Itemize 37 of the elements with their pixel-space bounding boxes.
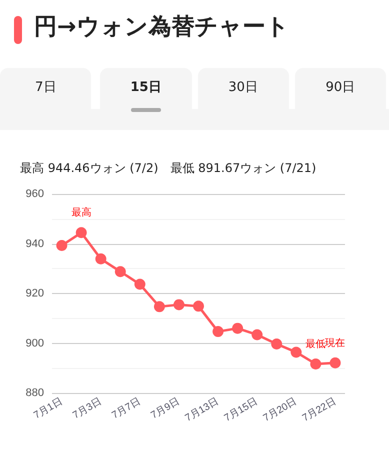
point bbox=[173, 299, 184, 310]
point bbox=[134, 278, 146, 290]
x-tick-label: 7月13日 bbox=[184, 396, 221, 424]
point bbox=[56, 240, 68, 251]
point bbox=[95, 253, 106, 264]
point bbox=[193, 300, 204, 312]
y-tick-label: 920 bbox=[26, 288, 44, 300]
x-tick-label: 7月7日 bbox=[110, 396, 143, 422]
chart-subtitle: 最高 944.46ウォン (7/2) 最低 891.67ウォン (7/21) bbox=[20, 160, 316, 177]
point bbox=[330, 357, 341, 368]
chart-title: 円→ウォン為替チャート bbox=[33, 13, 290, 42]
x-tick-label: 7月9日 bbox=[149, 396, 182, 422]
point bbox=[76, 227, 87, 238]
point bbox=[232, 322, 244, 334]
x-tick-label: 7月22日 bbox=[300, 396, 338, 424]
point bbox=[310, 358, 322, 370]
point bbox=[212, 326, 224, 338]
y-tick-label: 960 bbox=[26, 188, 44, 200]
y-tick-label: 940 bbox=[26, 238, 44, 250]
point bbox=[114, 266, 126, 278]
point bbox=[252, 329, 263, 340]
annotation: 最低 bbox=[306, 338, 326, 350]
text: 30日 bbox=[228, 80, 258, 95]
point bbox=[271, 338, 282, 350]
annotation: 現在 bbox=[325, 336, 346, 349]
point bbox=[154, 301, 165, 312]
x-tick-label: 7月15日 bbox=[222, 396, 260, 424]
x-tick-label: 7月20日 bbox=[262, 396, 299, 424]
y-tick-label: 900 bbox=[26, 337, 44, 350]
y-tick-label: 880 bbox=[26, 387, 44, 399]
x-tick-label: 7月3日 bbox=[71, 396, 104, 422]
x-tick-label: 7月1日 bbox=[32, 396, 65, 422]
text: 15日 bbox=[130, 80, 162, 95]
text: 90日 bbox=[326, 80, 356, 95]
text: 7日 bbox=[34, 80, 56, 95]
annotation: 最高 bbox=[71, 206, 92, 219]
point bbox=[290, 346, 302, 358]
